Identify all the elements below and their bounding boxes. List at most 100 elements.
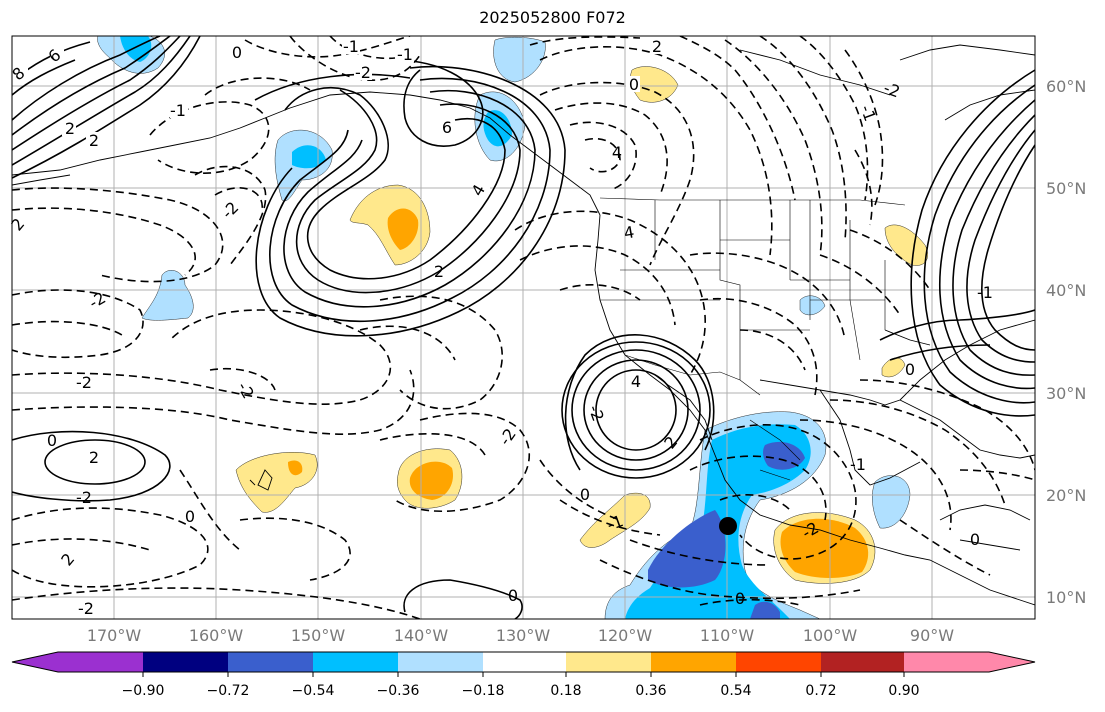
colorbar-extend-high — [989, 652, 1035, 672]
colorbar-segment — [566, 652, 651, 672]
colorbar-tick-label: 0.18 — [550, 683, 582, 699]
colorbar-tick-label: 0.54 — [720, 683, 752, 699]
contour-label: 2 — [660, 432, 681, 452]
positive-anomaly-region — [387, 208, 419, 250]
colorbar-segment — [398, 652, 483, 672]
contour-label: 0 — [629, 75, 639, 94]
contour-label: -2 — [86, 288, 109, 312]
contour-label: 2 — [57, 549, 78, 569]
negative-anomaly-region — [872, 475, 911, 529]
contour-label: -1 — [397, 45, 413, 64]
colorbar — [11, 651, 1036, 677]
contour-label: 2 — [7, 214, 28, 234]
contour-label: 4 — [612, 143, 622, 162]
contour-lines-dashed — [12, 36, 1035, 619]
colorbar-segment — [58, 652, 143, 672]
lon-label-110w: 110°W — [699, 626, 755, 645]
colorbar-extend-low — [12, 652, 58, 672]
map-frame — [11, 35, 1036, 620]
lon-label-120w: 120°W — [597, 626, 653, 645]
gridlines — [12, 36, 1035, 619]
contour-label: -2 — [585, 402, 608, 423]
contour-label: 0 — [47, 431, 57, 450]
contour-label: 2 — [652, 37, 662, 56]
negative-anomaly-region — [483, 110, 512, 147]
colorbar-segment — [228, 652, 313, 672]
lat-label-60n: 60°N — [1046, 77, 1087, 96]
contour-label: -2 — [76, 488, 92, 507]
contour-label: -1 — [343, 37, 359, 56]
positive-anomaly-region — [579, 492, 651, 548]
contour-label: -1 — [977, 283, 993, 302]
positive-anomaly-region — [780, 518, 869, 578]
colorbar-segment — [313, 652, 398, 672]
lon-label-90w: 90°W — [909, 626, 955, 645]
contour-label: 2 — [65, 119, 75, 138]
lat-label-10n: 10°N — [1046, 588, 1087, 607]
contour-label: -2 — [234, 379, 258, 402]
positive-anomaly-region — [884, 224, 928, 266]
contour-label: -2 — [218, 198, 243, 223]
contour-label: 4 — [631, 372, 641, 391]
contour-label: -1 — [857, 102, 880, 123]
contour-label: 0 — [232, 43, 242, 62]
contour-label: 2 — [434, 262, 444, 281]
colorbar-segment — [736, 652, 821, 672]
lat-label-20n: 20°N — [1046, 486, 1087, 505]
contour-label-backgrounds — [14, 38, 664, 194]
colorbar-tick-label: 0.36 — [635, 683, 667, 699]
contour-label: 6 — [442, 118, 452, 137]
negative-anomaly-region — [763, 441, 805, 470]
contour-label: 0 — [970, 530, 980, 549]
colorbar-tick-label: −0.54 — [291, 683, 335, 699]
positive-anomaly-region — [235, 452, 318, 513]
contour-label: 4 — [622, 222, 635, 242]
colorbar-outline — [11, 651, 1036, 673]
contour-label: -2 — [78, 599, 94, 618]
lat-label-40n: 40°N — [1046, 281, 1087, 300]
positive-anomaly-region — [881, 357, 906, 378]
colorbar-tick-label: −0.18 — [461, 683, 505, 699]
contour-label: 0 — [735, 589, 745, 608]
negative-anomaly-region — [141, 270, 194, 321]
shaded-anomaly-layer — [97, 36, 928, 619]
colorbar-segment — [821, 652, 904, 672]
contour-label: -2 — [76, 373, 92, 392]
positive-anomaly-region — [288, 460, 303, 476]
location-marker — [719, 517, 737, 535]
map-title: 2025052800 F072 — [479, 8, 626, 27]
lat-label-30n: 30°N — [1046, 384, 1087, 403]
colorbar-tick-label: −0.36 — [376, 683, 420, 699]
contour-label: -1 — [604, 511, 625, 534]
lon-label-160w: 160°W — [188, 626, 244, 645]
negative-anomaly-region — [648, 510, 726, 588]
colorbar-tick-label: −0.90 — [121, 683, 165, 699]
contour-label: -2 — [495, 425, 520, 449]
contour-label: 0 — [508, 586, 518, 605]
colorbar-segment — [483, 652, 566, 672]
lat-label-50n: 50°N — [1046, 179, 1087, 198]
lon-label-130w: 130°W — [495, 626, 551, 645]
colorbar-segment — [651, 652, 736, 672]
colorbar-tick-label: 0.72 — [805, 683, 837, 699]
colorbar-tick-label: −0.72 — [206, 683, 250, 699]
colorbar-tick-label: 0.90 — [888, 683, 920, 699]
contour-label: -1 — [170, 101, 186, 120]
contour-label: 0 — [905, 360, 915, 379]
negative-anomaly-region — [750, 601, 780, 619]
lon-label-150w: 150°W — [290, 626, 346, 645]
contour-label: -2 — [355, 63, 371, 82]
colorbar-segment — [904, 652, 989, 672]
contour-label: 0 — [185, 507, 195, 526]
negative-anomaly-region — [799, 295, 826, 316]
political-boundaries — [599, 197, 906, 481]
contour-label: -1 — [850, 455, 866, 474]
contour-label: -2 — [881, 78, 902, 101]
lon-label-100w: 100°W — [802, 626, 858, 645]
contour-label: 2 — [89, 131, 99, 150]
lon-label-140w: 140°W — [393, 626, 449, 645]
negative-anomaly-region — [493, 37, 546, 83]
lon-label-170w: 170°W — [86, 626, 142, 645]
colorbar-segment — [143, 652, 228, 672]
